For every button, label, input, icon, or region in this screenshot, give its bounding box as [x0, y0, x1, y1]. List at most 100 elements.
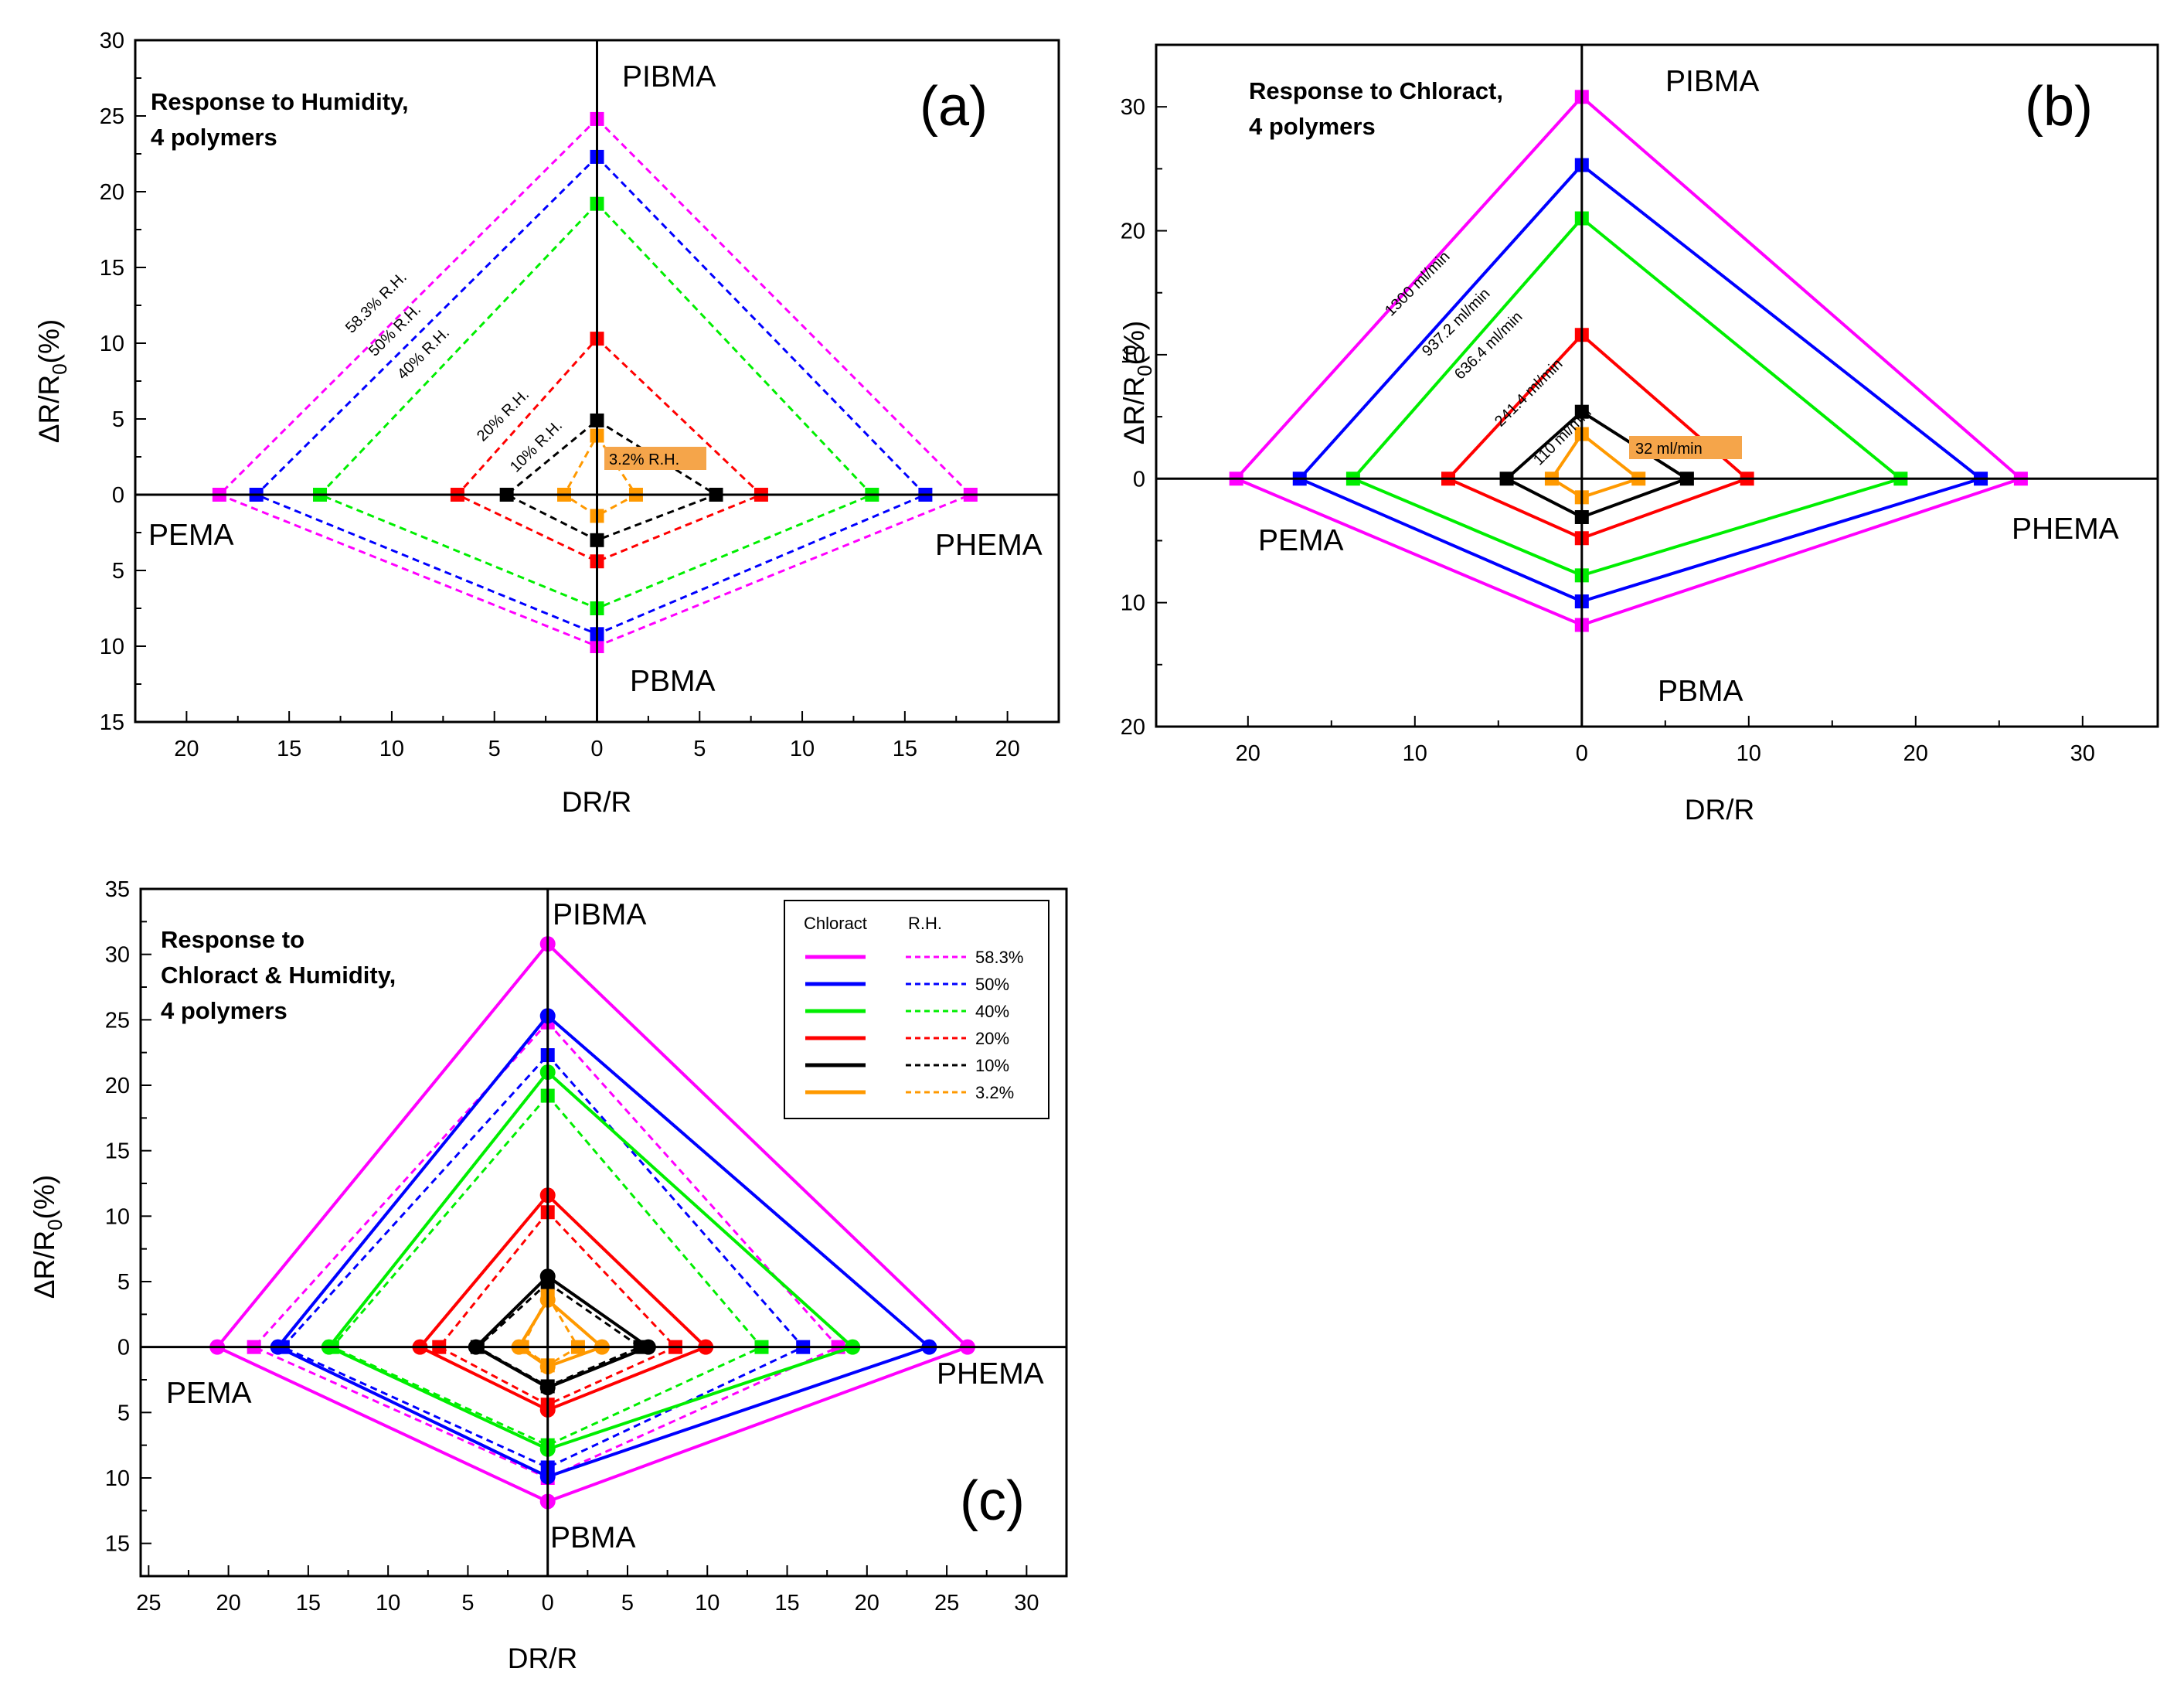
polymer-label-left: PEMA: [166, 1377, 252, 1410]
y-tick-label: 10: [105, 1466, 130, 1491]
y-axis-label: ΔR/R0(%): [29, 1175, 66, 1299]
legend-label: 3.2%: [975, 1083, 1014, 1102]
x-tick-label: 25: [934, 1591, 959, 1616]
x-tick-label: 15: [893, 737, 917, 761]
series-label: 3.2% R.H.: [609, 451, 679, 468]
plot-frame: [1155, 43, 2159, 728]
chart-title: 4 polymers: [1249, 113, 1376, 140]
x-tick-label: 5: [488, 737, 501, 761]
chart-title: Response to Chloract,: [1249, 77, 1503, 104]
y-tick-label: 30: [105, 943, 130, 968]
polymer-label-bottom: PBMA: [1658, 675, 1743, 708]
x-tick-label: 0: [590, 737, 603, 761]
chart-title: Response to: [161, 926, 304, 953]
series-chloract-3-2-: [511, 1292, 610, 1375]
series-line: [1297, 162, 1985, 604]
polymer-label-bottom: PBMA: [550, 1521, 636, 1554]
series-line: [516, 1297, 605, 1369]
x-tick-label: 10: [379, 737, 404, 761]
legend-label: 58.3%: [975, 948, 1023, 967]
panel-tag: (b): [2025, 76, 2093, 138]
y-tick-label: 5: [112, 559, 124, 584]
x-tick-label: 10: [1403, 741, 1427, 766]
legend-label: 10%: [975, 1056, 1009, 1075]
x-tick-label: 10: [790, 737, 815, 761]
y-tick-label: 10: [105, 1204, 130, 1229]
series-label: 241.4 ml/min: [1492, 356, 1567, 431]
series-line: [281, 1053, 805, 1469]
series-58-3-r-h-: [212, 111, 978, 653]
x-tick-label: 30: [1014, 1591, 1039, 1616]
legend-header-solid: Chloract: [804, 914, 867, 933]
y-tick-label: 30: [1121, 95, 1145, 120]
legend-header-dashed: R.H.: [908, 914, 942, 933]
y-tick-label: 20: [105, 1074, 130, 1098]
x-tick-label: 5: [461, 1591, 474, 1616]
y-tick-label: 25: [105, 1008, 130, 1033]
polymer-label-top: PIBMA: [1665, 65, 1759, 98]
y-tick-label: 5: [117, 1270, 130, 1295]
y-tick-label: 30: [100, 29, 124, 53]
y-tick-label: 15: [105, 1139, 130, 1164]
y-tick-label: 15: [100, 256, 124, 281]
x-tick-label: 20: [174, 737, 199, 761]
series-10-r-h-: [499, 413, 723, 547]
plot-frame: [139, 887, 1068, 1578]
chart-title: Chloract & Humidity,: [161, 962, 396, 989]
chart-title: Response to Humidity,: [151, 88, 409, 115]
series-label: 32 ml/min: [1635, 441, 1703, 458]
legend-label: 40%: [975, 1002, 1009, 1021]
legend-label: 20%: [975, 1029, 1009, 1048]
series-label: 10% R.H.: [507, 417, 566, 475]
series-line: [1504, 410, 1691, 519]
series-110-ml-min: [1499, 404, 1694, 524]
series-line: [417, 1193, 709, 1412]
series-r-h-10-: [470, 1275, 648, 1394]
legend-label: 50%: [975, 975, 1009, 994]
x-tick-label: 20: [855, 1591, 879, 1616]
x-tick-label: 20: [995, 737, 1019, 761]
x-tick-label: 25: [136, 1591, 161, 1616]
y-tick-label: 10: [1121, 591, 1145, 616]
x-axis-label: DR/R: [1685, 794, 1754, 826]
y-tick-label: 5: [117, 1401, 130, 1425]
panel-c: 25 20 15 10 5 0 5 10 15 20 25 30 35 30 25 20 15 10 5 0 5 10 15…: [29, 877, 1068, 1674]
y-tick-label: 35: [105, 877, 130, 902]
panel-tag: (c): [960, 1470, 1025, 1532]
series-line: [475, 1281, 643, 1388]
polymer-label-top: PIBMA: [553, 898, 646, 931]
series-3-2-r-h-: [557, 428, 643, 523]
y-tick-label: 0: [117, 1336, 130, 1360]
series-1300-ml-min: [1229, 90, 2028, 632]
x-tick-label: 10: [695, 1591, 719, 1616]
x-tick-label: 15: [296, 1591, 321, 1616]
y-tick-label: 15: [100, 710, 124, 735]
polymer-label-left: PEMA: [148, 519, 234, 552]
x-tick-label: 20: [1903, 741, 1928, 766]
series-label-box: [604, 447, 706, 470]
legend: Chloract R.H. 58.3% 50% 40% 20% 10% 3.2%: [784, 900, 1049, 1119]
polymer-label-top: PIBMA: [622, 60, 716, 94]
chart-title: 4 polymers: [151, 124, 277, 151]
y-tick-label: 5: [112, 407, 124, 432]
x-tick-label: 15: [277, 737, 301, 761]
x-tick-label: 10: [376, 1591, 400, 1616]
chart-title: 4 polymers: [161, 997, 287, 1024]
polymer-label-left: PEMA: [1258, 524, 1344, 557]
polymer-label-bottom: PBMA: [630, 665, 716, 698]
y-tick-label: 20: [1121, 715, 1145, 740]
series-label: 1300 ml/min: [1382, 248, 1454, 320]
y-tick-label: 25: [100, 104, 124, 129]
x-tick-label: 20: [1236, 741, 1260, 766]
panel-b: 20 10 0 10 20 30 30 20 10 0 10 20 Response to Chlor…: [1118, 43, 2159, 826]
x-tick-label: 5: [621, 1591, 634, 1616]
polymer-label-right: PHEMA: [2012, 512, 2119, 546]
polymer-label-right: PHEMA: [935, 529, 1043, 562]
x-tick-label: 10: [1737, 741, 1761, 766]
y-tick-label: 20: [100, 180, 124, 205]
y-tick-label: 20: [1121, 220, 1145, 244]
series-label-box: [1629, 436, 1742, 459]
series-line: [455, 336, 764, 563]
panel-tag: (a): [920, 76, 988, 138]
